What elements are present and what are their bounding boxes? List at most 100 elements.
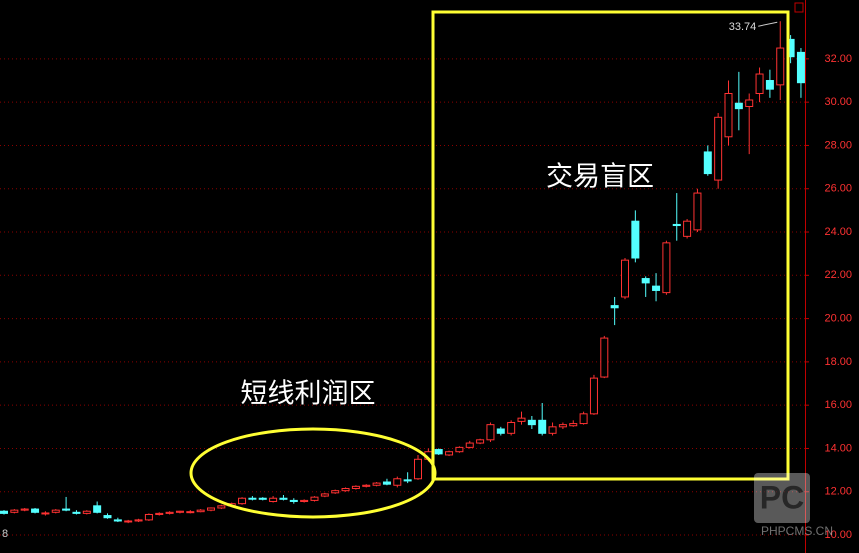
- candle-body: [62, 508, 71, 511]
- candle-body: [734, 102, 743, 110]
- candle-body: [41, 512, 50, 515]
- annotation-arrow: [758, 21, 778, 27]
- candle-body: [320, 493, 329, 497]
- highlight-box: [431, 10, 790, 481]
- y-tick-label: 32.00: [824, 53, 852, 65]
- candle-body: [113, 519, 122, 522]
- candle-body: [217, 505, 226, 509]
- candle-body: [755, 73, 764, 95]
- candle-body: [527, 419, 536, 426]
- candle-body: [300, 499, 309, 502]
- candle-body: [476, 439, 485, 444]
- annotation: 短线利润区: [241, 379, 376, 410]
- candle-body: [248, 497, 257, 500]
- candle-body: [393, 478, 402, 486]
- candle-body: [144, 513, 153, 521]
- candle-body: [331, 490, 340, 494]
- candle-body: [279, 497, 288, 500]
- candle-body: [382, 481, 391, 485]
- candle-body: [155, 512, 164, 515]
- candle-body: [558, 424, 567, 428]
- y-tick-label: 12.00: [824, 486, 852, 498]
- candle-body: [569, 423, 578, 427]
- y-tick-label: 16.00: [824, 399, 852, 411]
- candle-body: [207, 507, 215, 511]
- candle-body: [31, 508, 40, 513]
- candle-body: [579, 413, 588, 425]
- candle-body: [507, 421, 516, 434]
- candle-body: [20, 508, 29, 511]
- y-tick-label: 18.00: [824, 356, 852, 368]
- corner-label: 8: [2, 528, 8, 540]
- y-tick-label: 28.00: [824, 139, 852, 151]
- y-tick-label: 22.00: [824, 269, 852, 281]
- candle-body: [72, 511, 81, 514]
- candle-body: [672, 223, 681, 227]
- watermark: PHPCMS.CN: [761, 524, 833, 538]
- candle-body: [600, 337, 609, 378]
- candle-body: [517, 417, 526, 422]
- candle-body: [289, 499, 298, 502]
- y-tick-label: 26.00: [824, 183, 852, 195]
- candle-body: [610, 305, 619, 309]
- candle-body: [662, 242, 671, 294]
- high-label: 33.74: [729, 21, 757, 33]
- watermark-logo: [754, 473, 810, 523]
- candle-body: [745, 99, 754, 107]
- candle-body: [765, 80, 774, 90]
- annotation: 交易盲区: [546, 162, 654, 193]
- candle-body: [258, 497, 267, 500]
- candle-body: [165, 511, 174, 514]
- corner-icon: [794, 2, 804, 13]
- candle-body: [455, 446, 464, 453]
- candle-body: [269, 497, 278, 502]
- candle-body: [51, 509, 60, 513]
- candle-body: [796, 51, 805, 84]
- candle-body: [693, 192, 702, 231]
- candle-body: [621, 259, 629, 298]
- candle-body: [175, 510, 184, 513]
- y-tick-label: 10.00: [824, 529, 852, 541]
- candle-body: [631, 220, 640, 259]
- candle-body: [445, 451, 454, 456]
- y-tick-label: 24.00: [824, 226, 852, 238]
- candle-body: [465, 442, 474, 448]
- candle-body: [776, 47, 785, 86]
- candle-body: [351, 485, 360, 490]
- candle-body: [403, 479, 412, 482]
- candle-body: [538, 419, 547, 434]
- candle-body: [0, 510, 8, 514]
- y-tick-label: 20.00: [824, 313, 852, 325]
- y-tick-label: 30.00: [824, 96, 852, 108]
- highlight-ellipse: [189, 427, 437, 519]
- candle-body: [341, 488, 350, 492]
- candle-body: [372, 482, 381, 486]
- candle-body: [93, 505, 102, 513]
- watermark: PC: [760, 479, 804, 515]
- y-tick-label: 14.00: [824, 442, 852, 454]
- candle-body: [310, 496, 319, 501]
- candle-body: [82, 510, 91, 514]
- candle-body: [238, 497, 247, 505]
- candle-body: [103, 515, 112, 519]
- candle-body: [641, 278, 650, 284]
- candle-body: [652, 285, 661, 291]
- candle-body: [134, 519, 143, 522]
- plot: 10.00 12.00 14.00 16.00 18.00 20.00 22.00 24.00…: [0, 21, 852, 541]
- candle-body: [548, 426, 557, 434]
- candle-body: [362, 484, 371, 487]
- candle-body: [124, 520, 133, 523]
- candle-body: [486, 424, 495, 441]
- candle-body: [589, 377, 598, 415]
- candle-body: [186, 511, 195, 514]
- candle-body: [496, 428, 505, 434]
- candle-body: [196, 509, 205, 513]
- candle-body: [414, 458, 422, 480]
- candle-body: [703, 151, 712, 175]
- candle-body: [434, 449, 443, 455]
- candle-body: [714, 116, 723, 181]
- candle-body: [724, 93, 733, 138]
- candle-body: [10, 509, 19, 513]
